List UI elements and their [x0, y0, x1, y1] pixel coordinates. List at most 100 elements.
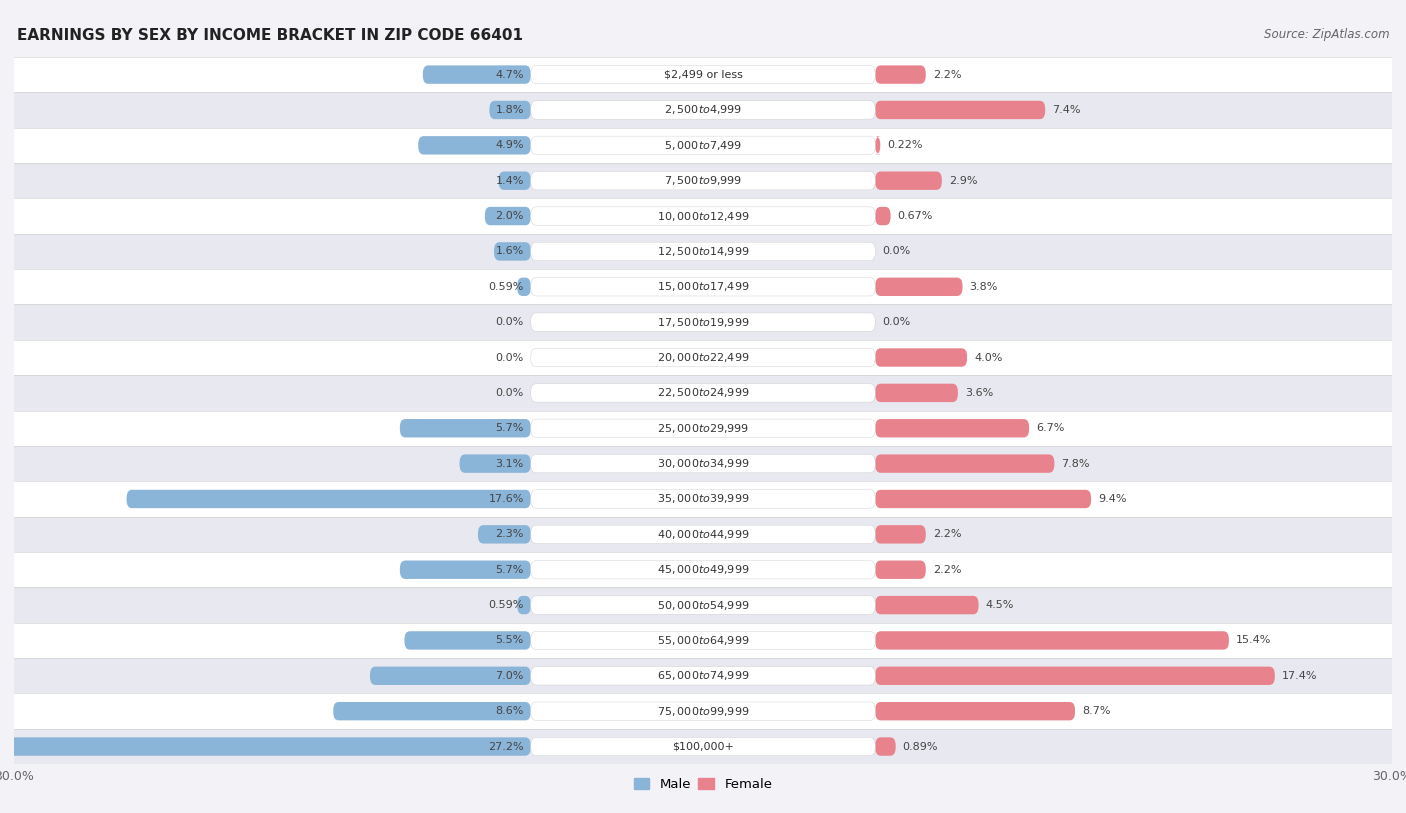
FancyBboxPatch shape: [875, 596, 979, 615]
Text: 3.6%: 3.6%: [965, 388, 993, 398]
FancyBboxPatch shape: [875, 172, 942, 190]
Text: 4.5%: 4.5%: [986, 600, 1014, 610]
FancyBboxPatch shape: [14, 234, 1392, 269]
FancyBboxPatch shape: [14, 198, 1392, 234]
Text: 1.6%: 1.6%: [496, 246, 524, 256]
Text: 0.0%: 0.0%: [882, 317, 910, 327]
FancyBboxPatch shape: [14, 446, 1392, 481]
FancyBboxPatch shape: [875, 207, 890, 225]
FancyBboxPatch shape: [460, 454, 531, 473]
Text: $15,000 to $17,499: $15,000 to $17,499: [657, 280, 749, 293]
Text: 2.0%: 2.0%: [495, 211, 524, 221]
Text: $7,500 to $9,999: $7,500 to $9,999: [664, 174, 742, 187]
FancyBboxPatch shape: [399, 560, 531, 579]
FancyBboxPatch shape: [14, 163, 1392, 198]
FancyBboxPatch shape: [531, 631, 875, 650]
Text: $100,000+: $100,000+: [672, 741, 734, 751]
Text: 7.8%: 7.8%: [1062, 459, 1090, 468]
FancyBboxPatch shape: [531, 737, 875, 756]
Text: 1.4%: 1.4%: [495, 176, 524, 185]
FancyBboxPatch shape: [875, 454, 1054, 473]
FancyBboxPatch shape: [875, 277, 963, 296]
FancyBboxPatch shape: [531, 65, 875, 84]
Text: 0.89%: 0.89%: [903, 741, 938, 751]
FancyBboxPatch shape: [14, 375, 1392, 411]
FancyBboxPatch shape: [531, 419, 875, 437]
Text: 4.7%: 4.7%: [495, 70, 524, 80]
Text: 17.4%: 17.4%: [1282, 671, 1317, 680]
Text: 2.3%: 2.3%: [495, 529, 524, 539]
Text: 4.0%: 4.0%: [974, 353, 1002, 363]
Text: Source: ZipAtlas.com: Source: ZipAtlas.com: [1264, 28, 1389, 41]
Text: 8.7%: 8.7%: [1083, 706, 1111, 716]
FancyBboxPatch shape: [14, 304, 1392, 340]
FancyBboxPatch shape: [485, 207, 531, 225]
FancyBboxPatch shape: [875, 489, 1091, 508]
FancyBboxPatch shape: [14, 269, 1392, 304]
Text: 0.67%: 0.67%: [897, 211, 934, 221]
FancyBboxPatch shape: [875, 384, 957, 402]
FancyBboxPatch shape: [531, 596, 875, 615]
Text: 0.0%: 0.0%: [496, 388, 524, 398]
FancyBboxPatch shape: [531, 101, 875, 120]
Text: 2.2%: 2.2%: [932, 70, 962, 80]
FancyBboxPatch shape: [14, 92, 1392, 128]
Text: 0.59%: 0.59%: [488, 600, 524, 610]
FancyBboxPatch shape: [499, 172, 531, 190]
FancyBboxPatch shape: [531, 136, 875, 154]
Text: 0.0%: 0.0%: [496, 353, 524, 363]
Text: $10,000 to $12,499: $10,000 to $12,499: [657, 210, 749, 223]
FancyBboxPatch shape: [531, 525, 875, 544]
Text: 15.4%: 15.4%: [1236, 636, 1271, 646]
FancyBboxPatch shape: [531, 242, 875, 261]
Text: $50,000 to $54,999: $50,000 to $54,999: [657, 598, 749, 611]
Text: 5.5%: 5.5%: [496, 636, 524, 646]
Text: 0.0%: 0.0%: [882, 246, 910, 256]
Text: 0.59%: 0.59%: [488, 282, 524, 292]
FancyBboxPatch shape: [517, 277, 531, 296]
Text: 9.4%: 9.4%: [1098, 494, 1126, 504]
FancyBboxPatch shape: [370, 667, 531, 685]
Text: 6.7%: 6.7%: [1036, 424, 1064, 433]
FancyBboxPatch shape: [531, 384, 875, 402]
Text: 4.9%: 4.9%: [495, 141, 524, 150]
Text: $25,000 to $29,999: $25,000 to $29,999: [657, 422, 749, 435]
Text: EARNINGS BY SEX BY INCOME BRACKET IN ZIP CODE 66401: EARNINGS BY SEX BY INCOME BRACKET IN ZIP…: [17, 28, 523, 43]
Text: $17,500 to $19,999: $17,500 to $19,999: [657, 315, 749, 328]
FancyBboxPatch shape: [531, 348, 875, 367]
Text: $30,000 to $34,999: $30,000 to $34,999: [657, 457, 749, 470]
FancyBboxPatch shape: [531, 207, 875, 225]
Text: $40,000 to $44,999: $40,000 to $44,999: [657, 528, 749, 541]
FancyBboxPatch shape: [127, 489, 531, 508]
FancyBboxPatch shape: [875, 65, 925, 84]
FancyBboxPatch shape: [478, 525, 531, 544]
Text: 3.8%: 3.8%: [969, 282, 998, 292]
Text: 27.2%: 27.2%: [488, 741, 524, 751]
FancyBboxPatch shape: [531, 667, 875, 685]
FancyBboxPatch shape: [14, 729, 1392, 764]
FancyBboxPatch shape: [875, 419, 1029, 437]
Text: 0.0%: 0.0%: [496, 317, 524, 327]
Text: 2.2%: 2.2%: [932, 565, 962, 575]
Text: $55,000 to $64,999: $55,000 to $64,999: [657, 634, 749, 647]
Legend: Male, Female: Male, Female: [628, 773, 778, 797]
FancyBboxPatch shape: [14, 57, 1392, 92]
FancyBboxPatch shape: [418, 136, 531, 154]
Text: $12,500 to $14,999: $12,500 to $14,999: [657, 245, 749, 258]
Text: 8.6%: 8.6%: [495, 706, 524, 716]
FancyBboxPatch shape: [531, 560, 875, 579]
Text: $75,000 to $99,999: $75,000 to $99,999: [657, 705, 749, 718]
FancyBboxPatch shape: [531, 172, 875, 190]
FancyBboxPatch shape: [14, 623, 1392, 659]
FancyBboxPatch shape: [14, 128, 1392, 163]
Text: 2.2%: 2.2%: [932, 529, 962, 539]
Text: $2,499 or less: $2,499 or less: [664, 70, 742, 80]
Text: 7.4%: 7.4%: [1052, 105, 1081, 115]
Text: 7.0%: 7.0%: [495, 671, 524, 680]
FancyBboxPatch shape: [14, 552, 1392, 587]
FancyBboxPatch shape: [517, 596, 531, 615]
FancyBboxPatch shape: [875, 560, 925, 579]
FancyBboxPatch shape: [14, 587, 1392, 623]
FancyBboxPatch shape: [875, 136, 880, 154]
FancyBboxPatch shape: [14, 340, 1392, 375]
